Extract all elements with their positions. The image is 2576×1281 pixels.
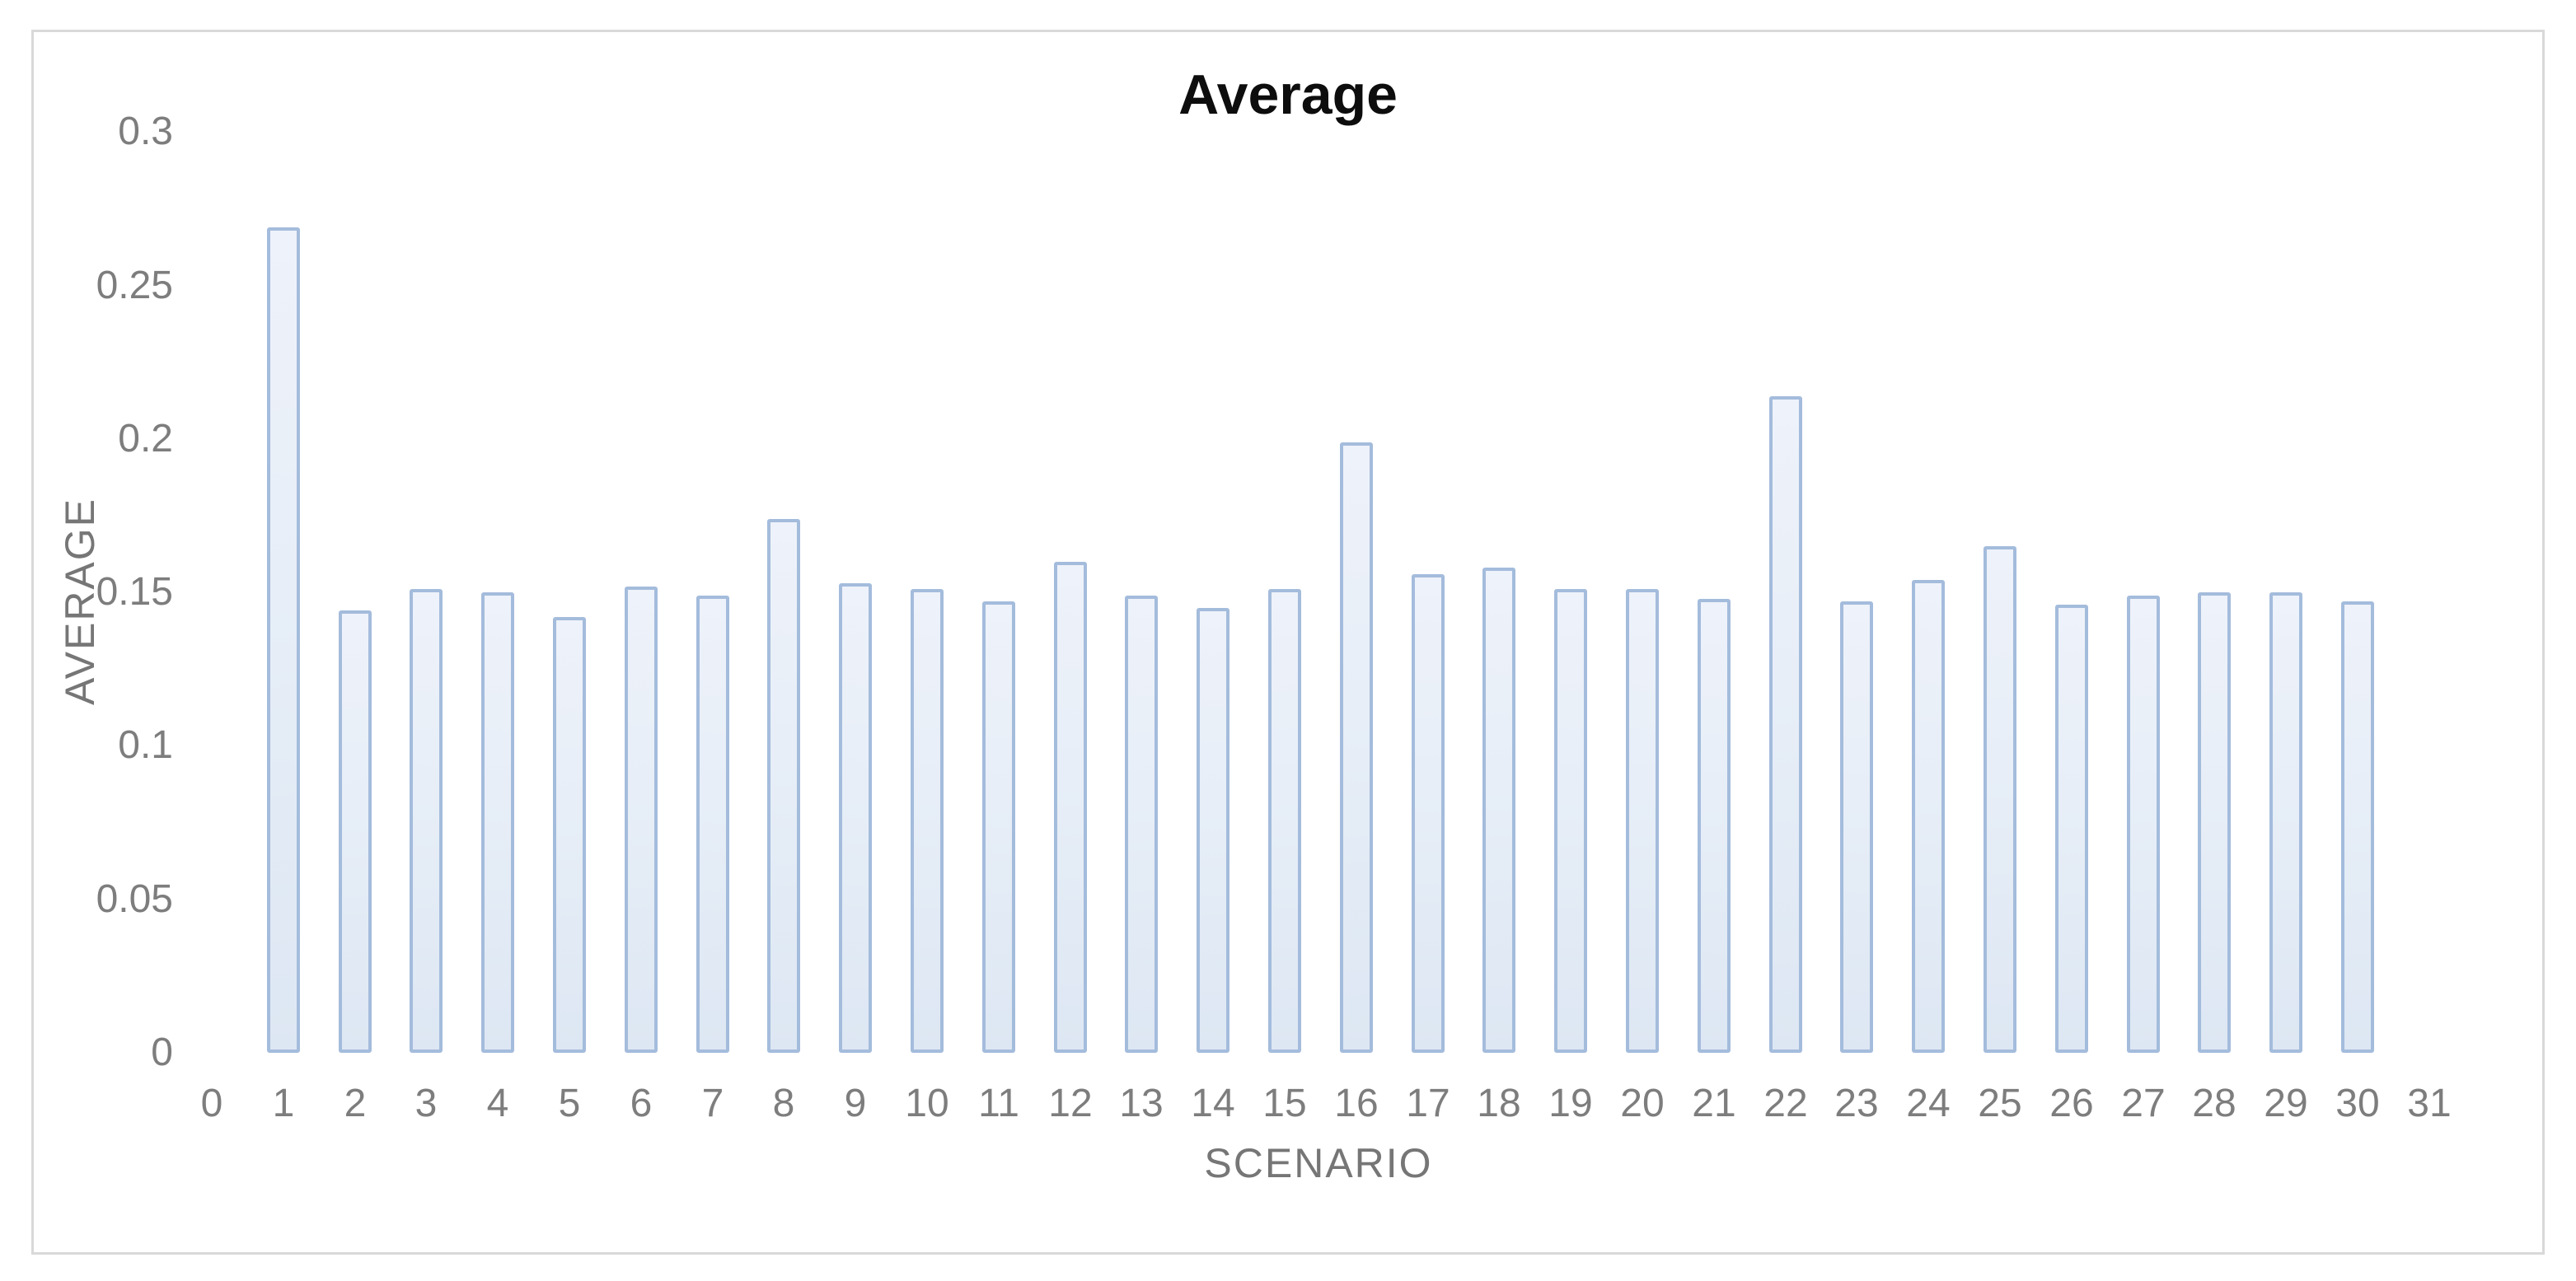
x-tick-label: 18 [1477,1082,1521,1125]
bar-scenario-23 [1840,601,1873,1053]
x-tick-label: 16 [1334,1082,1379,1125]
bar-scenario-11 [982,601,1015,1053]
bar-scenario-8 [767,519,800,1053]
x-tick-label: 15 [1262,1082,1307,1125]
bar-scenario-17 [1412,574,1445,1053]
x-tick-label: 17 [1406,1082,1450,1125]
x-tick-label: 7 [701,1082,724,1125]
x-tick-label: 22 [1763,1082,1808,1125]
x-tick-label: 1 [272,1082,295,1125]
bar-scenario-15 [1268,589,1301,1053]
bar-scenario-21 [1698,599,1731,1053]
x-tick-label: 25 [1978,1082,2022,1125]
x-tick-label: 28 [2192,1082,2236,1125]
x-tick-label: 19 [1548,1082,1593,1125]
bar-scenario-18 [1482,568,1515,1053]
bar-scenario-9 [839,583,872,1053]
x-tick-label: 0 [200,1082,223,1125]
bar-scenario-16 [1340,442,1373,1053]
bar-scenario-7 [696,596,729,1053]
x-tick-label: 30 [2335,1082,2380,1125]
bar-scenario-27 [2127,596,2160,1053]
chart-title: Average [1178,63,1398,126]
y-tick-label: 0 [151,1031,173,1074]
bar-scenario-14 [1197,608,1229,1053]
x-tick-label: 8 [772,1082,795,1125]
x-tick-label: 26 [2049,1082,2094,1125]
x-tick-label: 13 [1119,1082,1164,1125]
bar-scenario-5 [553,617,586,1053]
y-tick-label: 0.3 [118,110,173,153]
x-axis-title: SCENARIO [1204,1140,1433,1186]
x-tick-label: 11 [978,1082,1019,1125]
x-tick-label: 14 [1191,1082,1235,1125]
bar-scenario-26 [2055,605,2088,1053]
y-tick-label: 0.2 [118,417,173,461]
x-tick-label: 2 [344,1082,367,1125]
x-tick-label: 6 [630,1082,653,1125]
x-tick-label: 31 [2407,1082,2452,1125]
x-tick-label: 5 [558,1082,581,1125]
bar-scenario-13 [1125,596,1158,1053]
y-tick-label: 0.15 [96,570,173,614]
x-tick-label: 21 [1692,1082,1736,1125]
x-tick-label: 4 [486,1082,509,1125]
y-tick-label: 0.05 [96,877,173,921]
bar-scenario-30 [2341,601,2374,1053]
bar-scenario-4 [481,592,514,1053]
x-tick-label: 10 [905,1082,949,1125]
bar-scenario-1 [267,227,300,1053]
bar-scenario-12 [1054,562,1087,1053]
y-tick-label: 0.25 [96,264,173,307]
y-tick-label: 0.1 [118,723,173,767]
x-tick-label: 23 [1834,1082,1879,1125]
bar-scenario-2 [339,610,372,1053]
bar-scenario-6 [625,587,658,1053]
x-tick-label: 20 [1620,1082,1665,1125]
bar-scenario-28 [2198,592,2231,1053]
x-tick-label: 24 [1906,1082,1951,1125]
bar-scenario-22 [1769,396,1802,1053]
x-tick-label: 3 [415,1082,438,1125]
x-tick-label: 29 [2264,1082,2308,1125]
bar-scenario-10 [911,589,944,1053]
x-tick-label: 27 [2121,1082,2166,1125]
bar-scenario-20 [1626,589,1659,1053]
bar-scenario-3 [410,589,443,1053]
bar-scenario-24 [1912,580,1945,1053]
x-tick-label: 12 [1048,1082,1093,1125]
bar-scenario-25 [1984,546,2016,1053]
bar-scenario-19 [1554,589,1587,1053]
bar-scenario-29 [2269,592,2302,1053]
x-tick-label: 9 [844,1082,867,1125]
